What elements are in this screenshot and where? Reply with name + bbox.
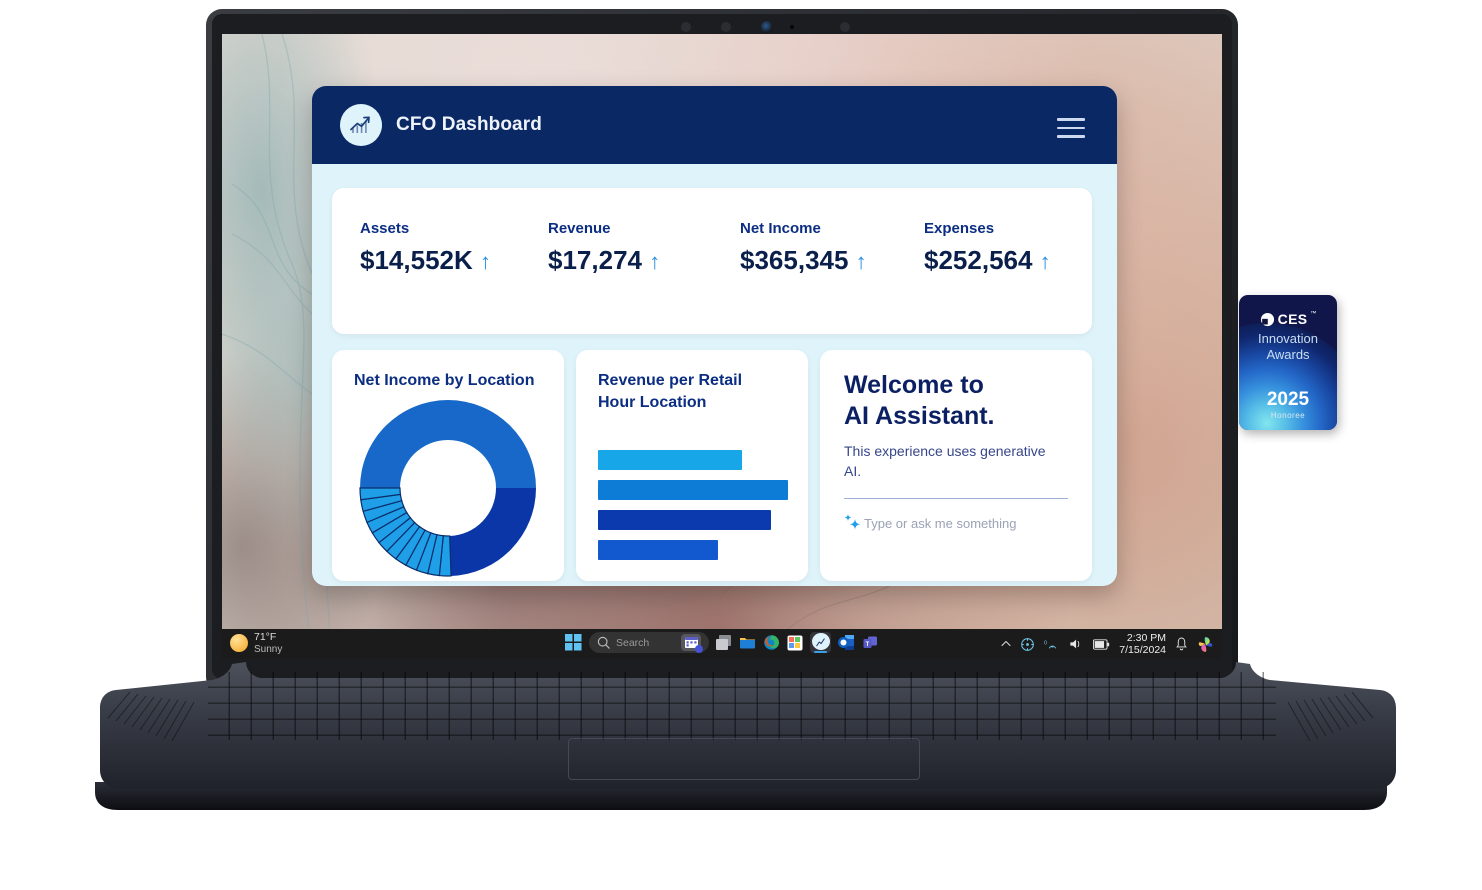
svg-text:T: T [866, 642, 870, 648]
svg-text:0: 0 [1044, 640, 1047, 646]
